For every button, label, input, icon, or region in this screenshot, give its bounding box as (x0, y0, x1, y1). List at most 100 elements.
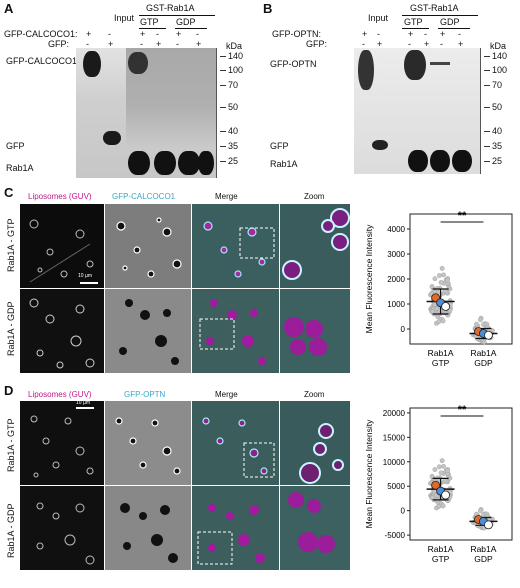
y-axis-label: Mean Fluorescence Intensity (364, 224, 374, 333)
chart-c: 0 1000 2000 3000 4000 Mean Fluorescence Inten… (364, 210, 513, 368)
micrograph-liposomes-gtp: 10 µm (20, 401, 104, 485)
micrograph-zoom-gdp (280, 486, 350, 570)
lane-sign: + (156, 39, 162, 49)
y-tick-label: 2000 (387, 275, 405, 284)
lane-sign: + (458, 39, 464, 49)
data-point (440, 503, 446, 509)
marker-tick (220, 56, 226, 57)
data-point (438, 280, 444, 285)
marker-tick (484, 161, 490, 162)
input-label: Input (368, 13, 389, 23)
band-label-rab1a: Rab1A (270, 159, 298, 169)
y-tick-label: 4000 (387, 225, 405, 234)
lane-sign: - (424, 29, 427, 39)
y-tick-label: 10000 (383, 458, 406, 467)
micrograph-merge-gtp (192, 204, 279, 288)
gst-rab1a-label: GST-Rab1A (146, 3, 195, 13)
data-point (436, 273, 442, 278)
gdp-label: GDP (440, 17, 460, 27)
data-point (445, 277, 450, 283)
lane-sign: - (140, 39, 143, 49)
y-tick-label: 15000 (383, 433, 406, 442)
lane-sign: + (140, 29, 146, 39)
gel-image-b (354, 48, 480, 174)
micrograph-gfp-gtp (105, 401, 191, 485)
y-tick-label: -5000 (385, 531, 406, 540)
header-gfp-optn: GFP-OPTN (124, 390, 166, 399)
lane-sign: - (362, 39, 365, 49)
lane-sign: - (108, 29, 111, 39)
marker-tick (220, 131, 226, 132)
marker-tick (484, 131, 490, 132)
lane-sign: + (86, 29, 92, 39)
y-tick-label: 5000 (387, 482, 405, 491)
header-merge: Merge (215, 390, 238, 399)
micrograph-liposomes-gdp (20, 289, 104, 373)
marker-tick (220, 146, 226, 147)
lane-sign: + (440, 29, 446, 39)
lane-sign: - (408, 39, 411, 49)
data-point (430, 495, 436, 501)
data-point (439, 458, 445, 464)
data-point (436, 504, 442, 509)
row-label-gfp-optn: GFP-OPTN: (272, 29, 321, 39)
panel-letter-b: B (263, 1, 273, 16)
micrograph-zoom-gtp (280, 401, 350, 485)
data-point (432, 467, 438, 472)
marker-label: 25 (228, 156, 239, 166)
marker-tick (220, 107, 226, 108)
header-zoom: Zoom (304, 390, 325, 399)
x-tick-label: GTP (432, 358, 450, 368)
gel-image-a (76, 48, 216, 178)
plot-frame (409, 407, 513, 541)
replicate-mean (441, 302, 450, 311)
y-tick-label: 0 (401, 507, 406, 516)
y-axis-label: Mean Fluorescence Intensity (364, 419, 374, 528)
x-tick-label: Rab1A (470, 348, 496, 358)
data-point (432, 302, 437, 307)
band-label-gfp: GFP (270, 141, 289, 151)
marker-tick (484, 70, 490, 71)
micrograph-gfp-gdp (105, 289, 191, 373)
micrograph-zoom-gtp (280, 204, 350, 288)
lane-sign: + (377, 39, 383, 49)
row-label-gdp: Rab1A - GDP (6, 301, 16, 356)
micrograph-liposomes-gdp (20, 486, 104, 570)
data-point (436, 319, 442, 325)
marker-label: 100 (228, 65, 244, 75)
row-label-gfp: GFP: (306, 39, 328, 49)
header-gfp-calcoco1: GFP-CALCOCO1 (112, 192, 176, 201)
header-zoom: Zoom (304, 192, 325, 201)
scale-bar-label: 10 µm (76, 401, 90, 406)
micrograph-gfp-gtp (105, 204, 191, 288)
y-tick-label: 1000 (387, 300, 405, 309)
gtp-label: GTP (404, 17, 423, 27)
data-point (430, 309, 436, 314)
gtp-label: GTP (140, 17, 159, 27)
data-point (436, 464, 442, 470)
data-point (477, 317, 483, 323)
data-point (429, 284, 435, 289)
header-merge: Merge (215, 192, 238, 201)
marker-label: 35 (228, 141, 239, 151)
marker-tick (484, 107, 490, 108)
chart-d: -5000 0 5000 10000 15000 20000 Mean Fluorescen… (364, 404, 513, 564)
marker-label: 25 (492, 156, 503, 166)
lane-sign: - (176, 39, 179, 49)
header-liposomes: Liposomes (GUV) (28, 192, 92, 201)
marker-label: 140 (492, 51, 508, 61)
header-liposomes: Liposomes (GUV) (28, 390, 92, 399)
plot-frame (409, 213, 513, 345)
gst-rab1a-label: GST-Rab1A (410, 3, 459, 13)
lane-sign: + (196, 39, 202, 49)
x-tick-label: GDP (474, 554, 493, 564)
lane-sign: + (108, 39, 114, 49)
data-point (434, 306, 440, 312)
data-point (441, 463, 446, 469)
scale-bar-label: 10 µm (78, 273, 92, 279)
row-label-gtp: Rab1A - GTP (6, 418, 16, 472)
marker-tick (220, 161, 226, 162)
panel-letter-a: A (4, 1, 14, 16)
lane-sign: - (196, 29, 199, 39)
marker-tick (484, 85, 490, 86)
